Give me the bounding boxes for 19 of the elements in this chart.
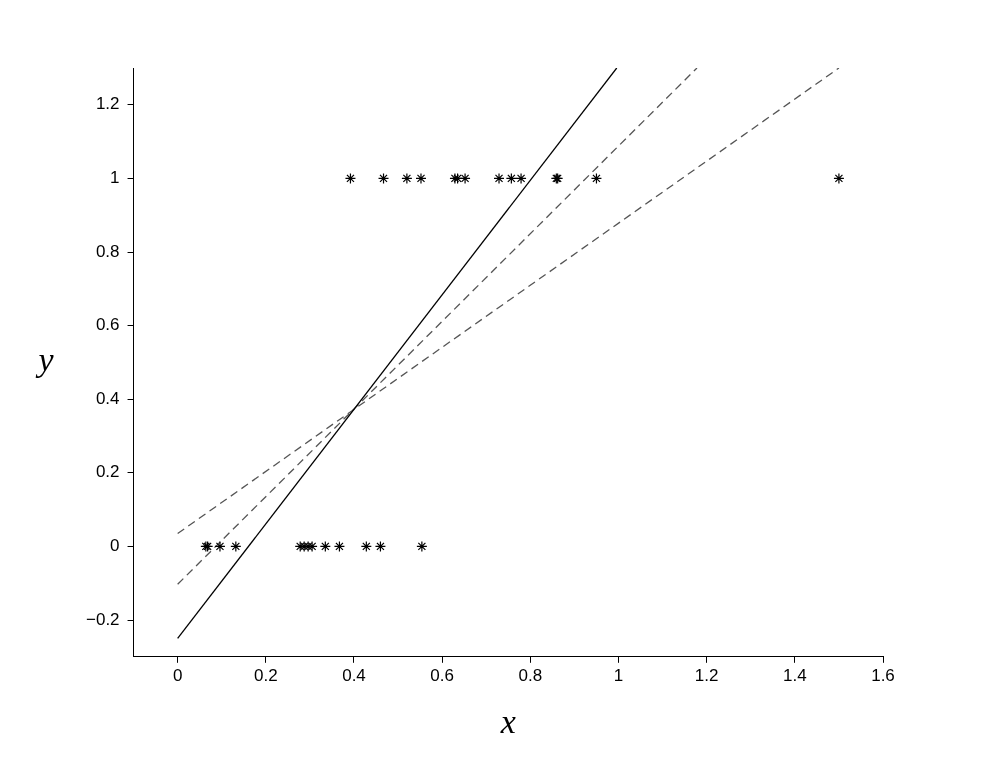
y-tick-label: 0.4 (95, 388, 120, 408)
x-tick-label: 0.4 (342, 665, 366, 685)
y-tick-label: −0.2 (86, 609, 120, 629)
y-tick-label: 1 (110, 168, 120, 188)
y-tick-label: 0.8 (95, 241, 120, 261)
y-tick-label: 0.2 (95, 462, 120, 482)
y-tick-label: 1.2 (95, 94, 120, 114)
x-axis-title: x (499, 702, 516, 740)
x-tick-label: 0.8 (518, 665, 543, 685)
x-tick-label: 0 (172, 665, 183, 685)
x-tick-label: 0.2 (253, 665, 278, 685)
x-tick-label: 1.2 (694, 665, 719, 685)
x-tick-label: 0.6 (430, 665, 454, 685)
x-tick-label: 1.4 (783, 665, 807, 685)
y-tick-label: 0.6 (95, 315, 120, 335)
y-tick-label: 0 (110, 536, 120, 556)
x-tick-label: 1.6 (871, 665, 895, 685)
y-axis-title: y (35, 341, 55, 379)
x-tick-label: 1 (613, 665, 624, 685)
